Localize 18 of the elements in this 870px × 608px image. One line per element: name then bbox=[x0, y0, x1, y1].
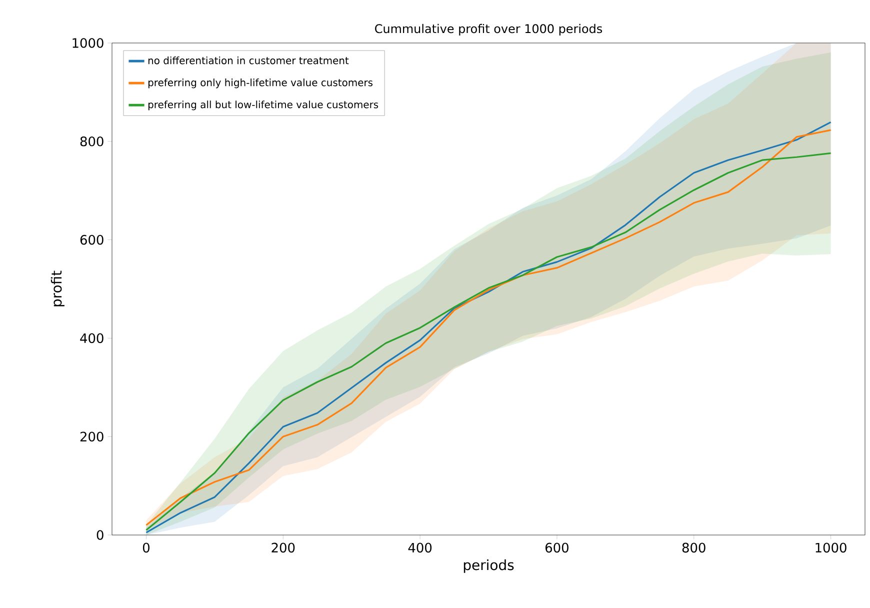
y-tick-label: 800 bbox=[80, 136, 104, 146]
y-tick-label: 1000 bbox=[72, 38, 104, 48]
y-axis-title: profit bbox=[50, 270, 64, 306]
x-tick-label: 200 bbox=[272, 542, 295, 553]
legend-label: preferring all but low-lifetime value customers bbox=[148, 100, 378, 110]
x-tick-label: 1000 bbox=[816, 542, 846, 553]
x-tick-label: 800 bbox=[682, 542, 706, 553]
y-tick-label: 400 bbox=[80, 333, 104, 344]
chart-title: Cummulative profit over 1000 periods bbox=[375, 24, 602, 36]
x-axis-title: periods bbox=[464, 559, 514, 573]
y-tick-label: 0 bbox=[96, 530, 104, 540]
x-tick-label: 400 bbox=[408, 542, 432, 553]
x-tick-label: 0 bbox=[142, 542, 150, 553]
x-tick-label: 600 bbox=[546, 542, 568, 553]
legend-label: preferring only high-lifetime value customers bbox=[148, 78, 373, 88]
y-tick-label: 600 bbox=[80, 234, 104, 245]
y-tick-label: 200 bbox=[80, 432, 104, 442]
legend-label: no differentiation in customer treatment bbox=[148, 56, 349, 64]
